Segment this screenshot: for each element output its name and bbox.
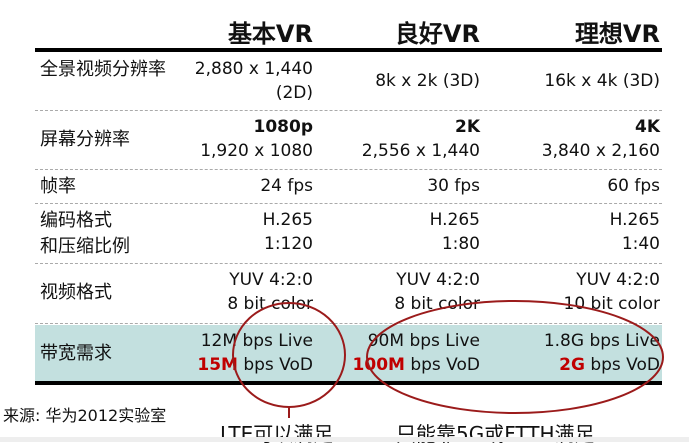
table-row: 视频格式 YUV 4:2:0 8 bit color YUV 4:2:0 8 bit… [35,268,662,324]
cell-line: 90M bps Live [367,331,480,351]
cell: 2,880 x 1,440 (2D) [143,57,313,105]
annotation-5g: 只能靠5G或FTTH满足 [396,422,595,446]
cell-line: 12M bps Live [200,331,313,351]
cell-line: 3,840 x 2,160 [541,141,660,161]
cell-line: 8 bit color [227,294,313,314]
divider [35,169,662,170]
cell-line: 2K [454,117,480,137]
ellipse-5g [366,300,664,414]
table-row: 全景视频分辨率 2,880 x 1,440 (2D) 8k x 2k (3D) 1… [35,55,662,111]
table-top-rule [35,48,662,52]
vod-unit: bps VoD [584,355,660,375]
cell-line: 1:80 [441,234,480,254]
cell-line: 2,880 x 1,440 [194,59,313,79]
header-col-good: 良好VR [394,20,480,48]
row-label: 屏幕分辨率 [40,129,130,150]
cell: YUV 4:2:0 8 bit color [143,268,313,316]
divider [35,263,662,264]
cell-line: H.265 [262,210,313,230]
cell-line: H.265 [609,210,660,230]
divider [35,203,662,204]
cell: 8k x 2k (3D) [375,71,480,91]
cell-line: (2D) [275,83,313,103]
cell-line: YUV 4:2:0 [396,270,480,290]
cell-line: 1:40 [621,234,660,254]
cell-line: 1:120 [264,234,313,254]
cell-line: 100M bps VoD [310,353,480,377]
row-label: 全景视频分辨率 [40,59,166,80]
divider [35,323,662,324]
bottom-band [0,437,689,442]
row-label: 编码格式 和压缩比例 [40,208,130,260]
cell-line: YUV 4:2:0 [576,270,660,290]
row-label-line: 编码格式 [40,210,112,231]
cell: H.265 1:80 [310,208,480,256]
cell: 1.8G bps Live 2G bps VoD [490,329,660,377]
cell: 60 fps [607,176,660,196]
table-row: 编码格式和压缩比例 H.265 1:120 H.265 1:80 H.265 1:40 [35,208,662,264]
cell: 1080p 1,920 x 1080 [143,115,313,163]
cell: YUV 4:2:0 8 bit color [310,268,480,316]
vod-unit: bps VoD [404,355,480,375]
cell: H.265 1:40 [490,208,660,256]
cell-line: 15M bps VoD [143,353,313,377]
table-row: 屏幕分辨率 1080p 1,920 x 1080 2K 2,556 x 1,440 … [35,115,662,171]
vod-value: 100M [352,355,405,375]
cell: H.265 1:120 [143,208,313,256]
header-col-basic: 基本VR [227,20,313,48]
table-row: 帧率 24 fps 30 fps 60 fps [35,174,662,204]
cell-line: 1.8G bps Live [543,331,660,351]
ellipse-lte [232,302,346,408]
cell-line: H.265 [429,210,480,230]
row-label: 视频格式 [40,282,112,303]
cell-line: YUV 4:2:0 [229,270,313,290]
cell: 2K 2,556 x 1,440 [310,115,480,163]
header-col-ideal: 理想VR [574,20,660,48]
cell-line: 4K [634,117,660,137]
cell-line: 1080p [253,117,313,137]
vod-value: 15M [197,355,238,375]
row-label: 带宽需求 [40,343,112,364]
cell: 16k x 4k (3D) [544,71,660,91]
cell-line: 1,920 x 1080 [200,141,313,161]
cell-line: 8 bit color [394,294,480,314]
row-label: 帧率 [40,176,76,197]
row-label-line: 和压缩比例 [40,236,130,257]
cell: 90M bps Live 100M bps VoD [310,329,480,377]
cell: 4K 3,840 x 2,160 [490,115,660,163]
cell: 24 fps [260,176,313,196]
cell-line: 2G bps VoD [490,353,660,377]
cell: 30 fps [427,176,480,196]
divider [35,110,662,111]
cell-line: 2,556 x 1,440 [361,141,480,161]
vod-unit: bps VoD [237,355,313,375]
annotation-lte: LTE可以满足. [220,422,340,446]
source-note: 来源: 华为2012实验室 [3,406,167,425]
table-bottom-rule [35,381,662,385]
table-row-bandwidth: 带宽需求 12M bps Live 15M bps VoD 90M bps Liv… [35,325,662,381]
vod-value: 2G [559,355,585,375]
cell: 12M bps Live 15M bps VoD [143,329,313,377]
